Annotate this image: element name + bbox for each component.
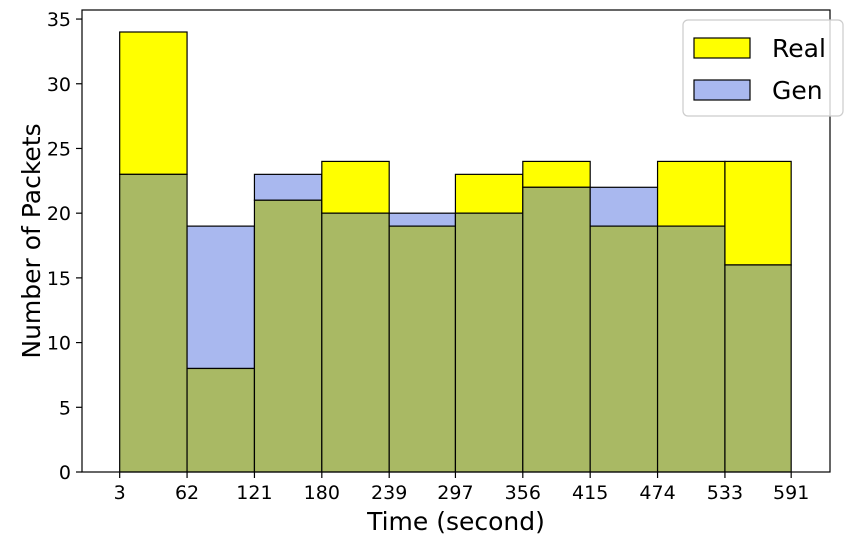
x-tick-label: 297 [437,482,473,504]
bar-real-6 [522,160,591,188]
bar-overlap-8 [656,225,726,473]
y-tick-label: 5 [59,397,71,419]
bar-real-3 [321,160,390,214]
legend: Real Gen [682,19,844,117]
x-tick-label: 121 [236,482,272,504]
bar-overlap-0 [119,173,188,473]
y-axis-ticks: 0 5 10 15 20 25 30 35 [47,9,82,484]
y-tick-label: 10 [47,333,71,355]
y-tick-label: 35 [47,9,71,31]
x-tick-label: 415 [572,482,608,504]
y-tick-label: 30 [47,74,71,96]
bars-layer [119,31,792,473]
x-tick-label: 180 [304,482,340,504]
bar-overlap-6 [522,186,591,473]
y-tick-label: 15 [47,268,71,290]
bar-overlap-7 [589,225,659,473]
legend-label-real: Real [772,34,826,63]
y-tick-label: 20 [47,203,71,225]
bar-real-0 [119,31,188,175]
x-axis-ticks: 3 62 121 180 239 297 356 415 474 533 591 [114,472,809,504]
bar-gen-1 [186,225,256,370]
y-tick-label: 25 [47,138,71,160]
x-tick-label: 3 [114,482,126,504]
x-tick-label: 62 [175,482,199,504]
bar-gen-7 [589,186,659,227]
bar-gen-4 [388,212,457,227]
x-tick-label: 239 [371,482,407,504]
x-tick-label: 533 [707,482,743,504]
bar-gen-2 [253,173,323,201]
bar-overlap-3 [321,212,390,473]
y-axis-title: Number of Packets [17,123,46,358]
legend-swatch-real [693,37,751,59]
bar-overlap-9 [724,264,792,473]
bar-real-9 [724,160,792,266]
bar-overlap-4 [388,225,457,473]
bar-overlap-5 [454,212,524,473]
x-axis-title: Time (second) [366,507,545,536]
x-tick-label: 591 [773,482,809,504]
x-tick-label: 356 [505,482,541,504]
legend-swatch-gen [693,79,751,101]
bar-overlap-2 [253,199,323,473]
bar-real-8 [656,160,726,227]
bar-real-5 [454,173,524,214]
x-tick-label: 474 [639,482,675,504]
legend-label-gen: Gen [772,76,823,105]
y-tick-label: 0 [59,462,71,484]
bar-overlap-1 [186,367,256,473]
